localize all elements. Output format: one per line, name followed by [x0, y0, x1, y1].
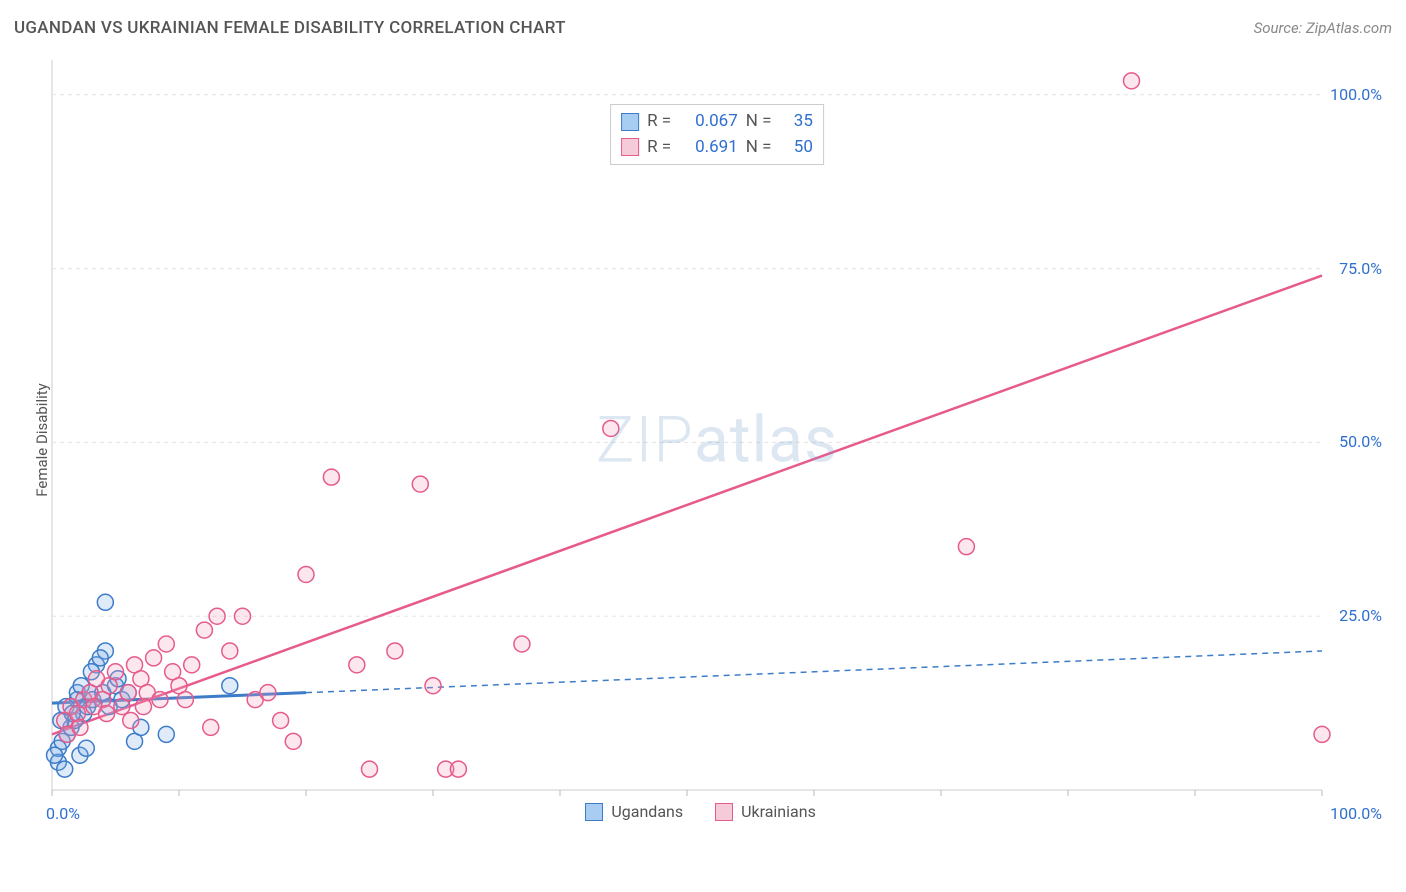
title-bar: UGANDAN VS UKRAINIAN FEMALE DISABILITY C…	[14, 18, 1392, 38]
axis-tick-label: 50.0%	[1339, 432, 1382, 451]
axis-tick-label: 0.0%	[46, 804, 80, 823]
swatch-ugandans	[621, 113, 639, 131]
axis-tick-label: 25.0%	[1339, 606, 1382, 625]
source-label: Source: ZipAtlas.com	[1254, 19, 1392, 37]
legend-stats-box: R = 0.067 N = 35 R = 0.691 N = 50	[610, 104, 824, 165]
swatch-ugandans	[585, 803, 603, 821]
legend-series-box: Ugandans Ukrainians	[585, 802, 815, 821]
swatch-ukrainians	[621, 138, 639, 156]
legend-N-label: N =	[746, 109, 786, 135]
scatter-plot-svg	[42, 50, 1392, 830]
legend-label-ugandans: Ugandans	[611, 802, 683, 821]
legend-item-ugandans: Ugandans	[585, 802, 683, 821]
legend-R-label: R =	[647, 135, 687, 161]
axis-tick-label: 100.0%	[1330, 804, 1382, 823]
legend-R-value-ugandans: 0.067	[695, 109, 738, 135]
legend-R-label: R =	[647, 109, 687, 135]
axis-tick-label: 75.0%	[1339, 259, 1382, 278]
swatch-ukrainians	[715, 803, 733, 821]
plot-area: Female Disability ZIPatlas R = 0.067 N =…	[42, 50, 1392, 830]
legend-N-value-ukrainians: 50	[794, 135, 813, 161]
axis-tick-label: 100.0%	[1330, 85, 1382, 104]
legend-item-ukrainians: Ukrainians	[715, 802, 816, 821]
legend-N-label: N =	[746, 135, 786, 161]
legend-R-value-ukrainians: 0.691	[695, 135, 738, 161]
legend-row-ukrainians: R = 0.691 N = 50	[621, 135, 813, 161]
legend-row-ugandans: R = 0.067 N = 35	[621, 109, 813, 135]
chart-title: UGANDAN VS UKRAINIAN FEMALE DISABILITY C…	[14, 18, 566, 38]
legend-label-ukrainians: Ukrainians	[741, 802, 816, 821]
chart-container: UGANDAN VS UKRAINIAN FEMALE DISABILITY C…	[0, 0, 1406, 892]
legend-N-value-ugandans: 35	[794, 109, 813, 135]
